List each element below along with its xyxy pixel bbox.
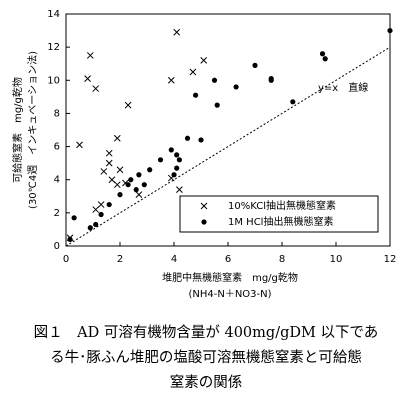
reference-line [65, 46, 391, 247]
marker-dot [387, 27, 393, 34]
y-tick-label: 4 [54, 175, 60, 186]
caption: る牛･豚ふん堆肥の塩酸可溶無機態窒素と可給態 [50, 348, 362, 366]
marker-dot [211, 77, 218, 83]
legend-box [179, 195, 379, 233]
marker-dot [67, 236, 73, 242]
legend-label: 10%KCl抽出無機態窒素 [228, 199, 336, 212]
marker-dot [171, 172, 177, 178]
marker-dot [252, 62, 258, 68]
marker-x [116, 166, 124, 174]
marker-x [167, 76, 175, 84]
marker-dot [71, 215, 77, 221]
x-tick-label: 12 [384, 254, 397, 265]
legend-label: 1M HCl抽出無機態窒素 [228, 215, 333, 228]
marker-dot [201, 219, 207, 225]
marker-x [105, 149, 113, 157]
marker-dot [157, 157, 164, 163]
marker-dot [176, 157, 182, 163]
marker-x [108, 176, 116, 184]
annotation: y=x 直線 [318, 81, 368, 94]
x-tick-label: 2 [117, 254, 123, 265]
marker-x [84, 75, 91, 82]
marker-x [124, 101, 132, 109]
marker-dot [125, 182, 131, 188]
y-axis-label: 可給態窒素 mg/g乾物 [11, 77, 24, 183]
marker-dot [322, 56, 328, 62]
marker-x [105, 159, 113, 167]
y-tick-label: 12 [47, 42, 60, 53]
marker-dot [117, 192, 123, 198]
marker-x [176, 186, 183, 194]
marker-x [173, 28, 181, 36]
marker-x [86, 52, 94, 59]
marker-dot [93, 221, 99, 228]
marker-x [135, 191, 143, 198]
x-tick-label: 0 [63, 254, 69, 265]
marker-dot [141, 182, 147, 188]
caption: 図１ AD 可溶有機物含量が 400mg/gDM 以下であ [34, 324, 379, 341]
y-tick-label: 10 [47, 75, 60, 86]
x-axis-label: (NH4-N＋NO3-N) [188, 289, 271, 300]
marker-dot [174, 165, 180, 171]
marker-dot [319, 51, 326, 57]
x-tick-label: 10 [330, 254, 343, 265]
y-tick-label: 0 [54, 241, 60, 252]
marker-x [113, 181, 121, 189]
marker-dot [268, 77, 274, 83]
marker-dot [98, 211, 104, 218]
marker-x [92, 85, 100, 92]
marker-dot [193, 92, 199, 98]
y-axis-label: (30℃4週 インキュベーション法) [26, 51, 39, 209]
marker-dot [174, 152, 180, 158]
y-tick-label: 14 [47, 9, 60, 20]
y-tick-label: 2 [54, 208, 60, 219]
marker-dot [133, 187, 139, 193]
marker-dot [214, 102, 220, 108]
x-tick-label: 4 [171, 254, 177, 265]
marker-x [200, 57, 208, 64]
marker-x [76, 141, 83, 149]
marker-x [113, 134, 121, 142]
marker-dot [136, 172, 142, 178]
x-axis-label: 堆肥中無機態窒素 mg/g乾物 [162, 271, 298, 284]
marker-dot [128, 177, 134, 183]
marker-x [200, 202, 208, 210]
marker-dot [198, 137, 204, 143]
caption: 窒素の関係 [170, 373, 243, 391]
marker-dot [184, 135, 191, 141]
x-tick-label: 6 [225, 254, 231, 265]
x-tick-label: 8 [279, 254, 285, 265]
marker-dot [233, 84, 239, 90]
y-tick-label: 8 [54, 108, 60, 119]
marker-dot [87, 225, 93, 231]
marker-x [97, 201, 105, 208]
marker-x [100, 168, 108, 175]
marker-dot [147, 167, 153, 173]
marker-dot [106, 201, 112, 208]
marker-x [189, 68, 197, 76]
marker-dot [290, 99, 296, 105]
y-tick-label: 6 [54, 142, 60, 153]
marker-dot [168, 147, 174, 153]
marker-x [92, 206, 100, 213]
